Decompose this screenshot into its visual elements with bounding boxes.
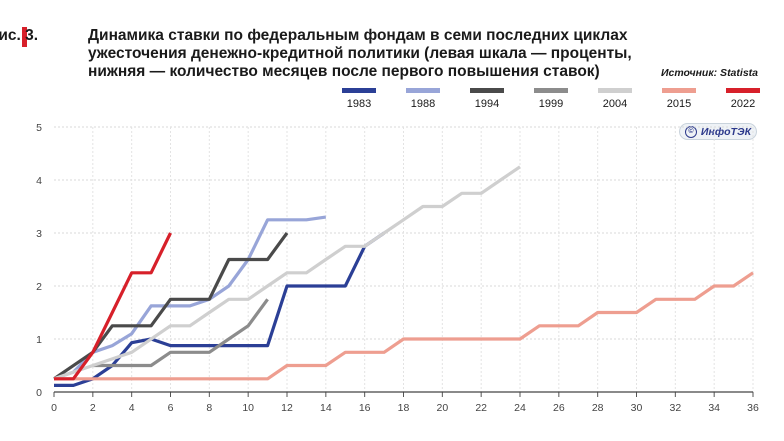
legend-label-2004: 2004 <box>602 98 628 110</box>
legend-label-1988: 1988 <box>410 98 436 110</box>
series-line-1999 <box>92 298 269 368</box>
x-tick-label-2: 2 <box>90 402 96 414</box>
x-tick-label-18: 18 <box>398 402 410 414</box>
legend-item-1988: 1988 <box>396 88 452 110</box>
x-tick-label-10: 10 <box>242 402 254 414</box>
legend-item-1994: 1994 <box>460 88 516 110</box>
series-line-2015 <box>54 271 754 381</box>
x-tick-label-24: 24 <box>514 402 526 414</box>
series-line-2022 <box>54 232 172 381</box>
x-tick-label-26: 26 <box>553 402 565 414</box>
series-line-2004 <box>53 165 521 381</box>
x-tick-label-6: 6 <box>168 402 174 414</box>
x-tick-label-4: 4 <box>129 402 135 414</box>
legend-label-1994: 1994 <box>474 98 500 110</box>
y-tick-label-3: 3 <box>36 228 42 240</box>
legend-label-1983: 1983 <box>346 98 372 110</box>
x-tick-label-34: 34 <box>708 402 720 414</box>
source-note: Источник: Statista <box>660 67 758 79</box>
copyright-icon: © <box>684 125 697 138</box>
chart-legend: 1983 1988 1994 1999 2004 2015 2022 <box>332 88 762 114</box>
chart-title-block: Рис. 3. Динамика ставки по федеральным фо… <box>0 27 678 81</box>
series-line-1994 <box>53 232 289 381</box>
x-tick-label-12: 12 <box>281 402 293 414</box>
y-tick-label-2: 2 <box>36 281 42 293</box>
legend-label-1999: 1999 <box>538 98 564 110</box>
y-tick-label-5: 5 <box>36 122 42 134</box>
y-tick-label-0: 0 <box>36 387 42 399</box>
x-tick-label-32: 32 <box>669 402 681 414</box>
legend-swatch-2015 <box>662 88 696 93</box>
title-accent-bar <box>22 27 27 47</box>
legend-item-2015: 2015 <box>652 88 708 110</box>
legend-swatch-1988 <box>406 88 440 93</box>
legend-item-1983: 1983 <box>332 88 388 110</box>
legend-swatch-1994 <box>470 88 504 93</box>
legend-swatch-1983 <box>342 88 376 93</box>
legend-swatch-2004 <box>598 88 632 93</box>
legend-swatch-2022 <box>726 88 760 93</box>
x-tick-label-8: 8 <box>206 402 212 414</box>
x-tick-label-30: 30 <box>631 402 643 414</box>
y-tick-label-4: 4 <box>36 175 42 187</box>
y-tick-label-1: 1 <box>36 334 42 346</box>
x-tick-label-14: 14 <box>320 402 332 414</box>
x-tick-label-0: 0 <box>51 402 57 414</box>
chart-title: Динамика ставки по федеральным фондам в … <box>88 27 632 80</box>
figure-label: Рис. 3. <box>0 27 39 44</box>
legend-item-1999: 1999 <box>524 88 580 110</box>
legend-item-2022: 2022 <box>716 88 772 110</box>
x-tick-label-16: 16 <box>359 402 371 414</box>
x-tick-label-28: 28 <box>592 402 604 414</box>
legend-label-2015: 2015 <box>666 98 692 110</box>
x-tick-label-36: 36 <box>747 402 759 414</box>
x-tick-label-22: 22 <box>475 402 487 414</box>
legend-item-2004: 2004 <box>588 88 644 110</box>
brand-name: ИнфоТЭК <box>700 125 752 138</box>
legend-label-2022: 2022 <box>730 98 756 110</box>
x-tick-label-20: 20 <box>436 402 448 414</box>
legend-swatch-1999 <box>534 88 568 93</box>
